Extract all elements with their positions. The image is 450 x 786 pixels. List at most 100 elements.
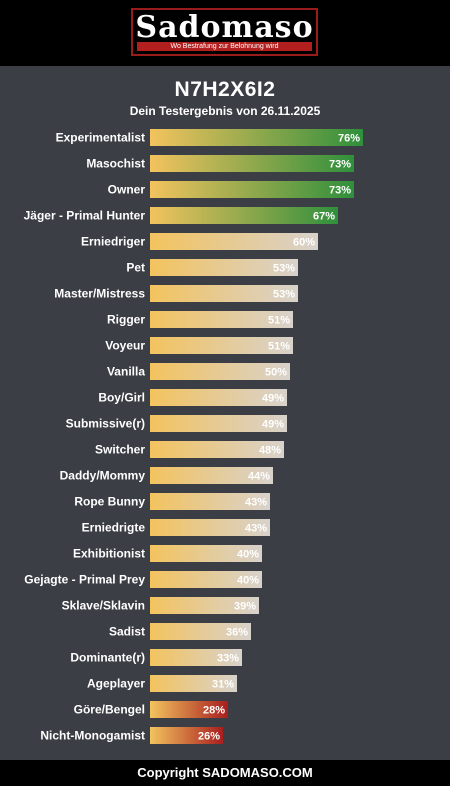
value-bar [150,285,298,302]
value-bar [150,545,262,562]
value-label: 60% [293,237,315,249]
category-label: Voyeur [105,339,145,353]
category-label: Masochist [86,157,145,171]
value-bar [150,727,223,744]
chart-row: Ageplayer 31% [87,675,237,692]
value-label: 51% [268,341,290,353]
chart-row: Erniedriger 60% [81,233,318,250]
category-label: Jäger - Primal Hunter [24,209,146,223]
category-label: Master/Mistress [54,287,145,301]
value-bar [150,337,293,354]
chart-row: Boy/Girl 49% [98,389,287,406]
footer-copyright: Copyright SADOMASO.COM [0,760,450,786]
chart-row: Daddy/Mommy 44% [60,467,273,484]
category-label: Exhibitionist [73,547,145,561]
category-label: Owner [108,183,146,197]
category-label: Ageplayer [87,677,145,691]
category-label: Submissive(r) [66,417,145,431]
chart-row: Rigger 51% [107,311,293,328]
value-label: 28% [203,705,225,717]
logo-tagline: Wo Bestrafung zur Belohnung wird [137,42,312,51]
value-label: 48% [259,445,281,457]
value-label: 43% [245,523,267,535]
category-label: Switcher [95,443,145,457]
result-code-title: N7H2X6I2 [174,78,276,101]
value-label: 26% [198,731,220,743]
value-bar [150,675,237,692]
category-label: Boy/Girl [98,391,145,405]
value-bar [150,571,262,588]
value-bar [150,649,242,666]
category-label: Rope Bunny [74,495,145,509]
value-label: 76% [338,133,360,145]
value-label: 40% [237,575,259,587]
chart-row: Owner 73% [108,181,354,198]
value-label: 53% [273,263,295,275]
chart-row: Master/Mistress 53% [54,285,298,302]
chart-row: Erniedrigte 43% [82,519,270,536]
value-bar [150,311,293,328]
value-label: 33% [217,653,239,665]
chart-row: Sklave/Sklavin 39% [62,597,259,614]
value-bar [150,519,270,536]
category-label: Nicht-Monogamist [40,729,145,743]
value-label: 50% [265,367,287,379]
value-bar [150,441,284,458]
chart-row: Vanilla 50% [107,363,290,380]
value-bar [150,233,318,250]
value-bar [150,701,228,718]
chart-row: Sadist 36% [109,623,251,640]
category-label: Experimentalist [56,131,145,145]
value-bar [150,181,354,198]
chart-row: Experimentalist 76% [56,129,363,146]
category-label: Erniedrigte [82,521,146,535]
value-label: 31% [212,679,234,691]
chart-row: Exhibitionist 40% [73,545,262,562]
value-label: 36% [226,627,248,639]
chart-row: Voyeur 51% [105,337,293,354]
value-label: 49% [262,393,284,405]
category-label: Rigger [107,313,145,327]
value-label: 43% [245,497,267,509]
value-bar [150,493,270,510]
top-banner: Sadomaso Wo Bestrafung zur Belohnung wir… [0,0,450,66]
value-label: 39% [234,601,256,613]
logo-text: Sadomaso [135,10,314,45]
chart-row: Masochist 73% [86,155,354,172]
value-label: 51% [268,315,290,327]
chart-row: Göre/Bengel 28% [74,701,228,718]
value-bar [150,467,273,484]
value-bar [150,207,338,224]
value-bar [150,129,363,146]
value-bar [150,155,354,172]
value-label: 53% [273,289,295,301]
chart-row: Jäger - Primal Hunter 67% [24,207,338,224]
value-label: 67% [313,211,335,223]
category-label: Sadist [109,625,145,639]
chart-row: Nicht-Monogamist 26% [40,727,223,744]
category-label: Pet [126,261,145,275]
chart-row: Gejagte - Primal Prey 40% [24,571,262,588]
value-bar [150,363,290,380]
chart-row: Rope Bunny 43% [74,493,270,510]
value-bar [150,259,298,276]
chart-row: Pet 53% [126,259,298,276]
value-bar [150,415,287,432]
category-label: Göre/Bengel [74,703,145,717]
site-logo[interactable]: Sadomaso Wo Bestrafung zur Belohnung wir… [131,8,318,56]
category-label: Dominante(r) [70,651,145,665]
chart-row: Dominante(r) 33% [70,649,242,666]
category-label: Erniedriger [81,235,145,249]
chart-row: Switcher 48% [95,441,284,458]
value-label: 49% [262,419,284,431]
category-label: Sklave/Sklavin [62,599,145,613]
value-label: 44% [248,471,270,483]
result-date-subtitle: Dein Testergebnis von 26.11.2025 [129,104,321,118]
value-bar [150,623,251,640]
category-label: Vanilla [107,365,145,379]
result-bar-chart: Experimentalist 76% Masochist 73% Owner 73% Jä… [24,129,363,744]
value-bar [150,389,287,406]
value-label: 40% [237,549,259,561]
category-label: Gejagte - Primal Prey [24,573,145,587]
chart-row: Submissive(r) 49% [66,415,287,432]
